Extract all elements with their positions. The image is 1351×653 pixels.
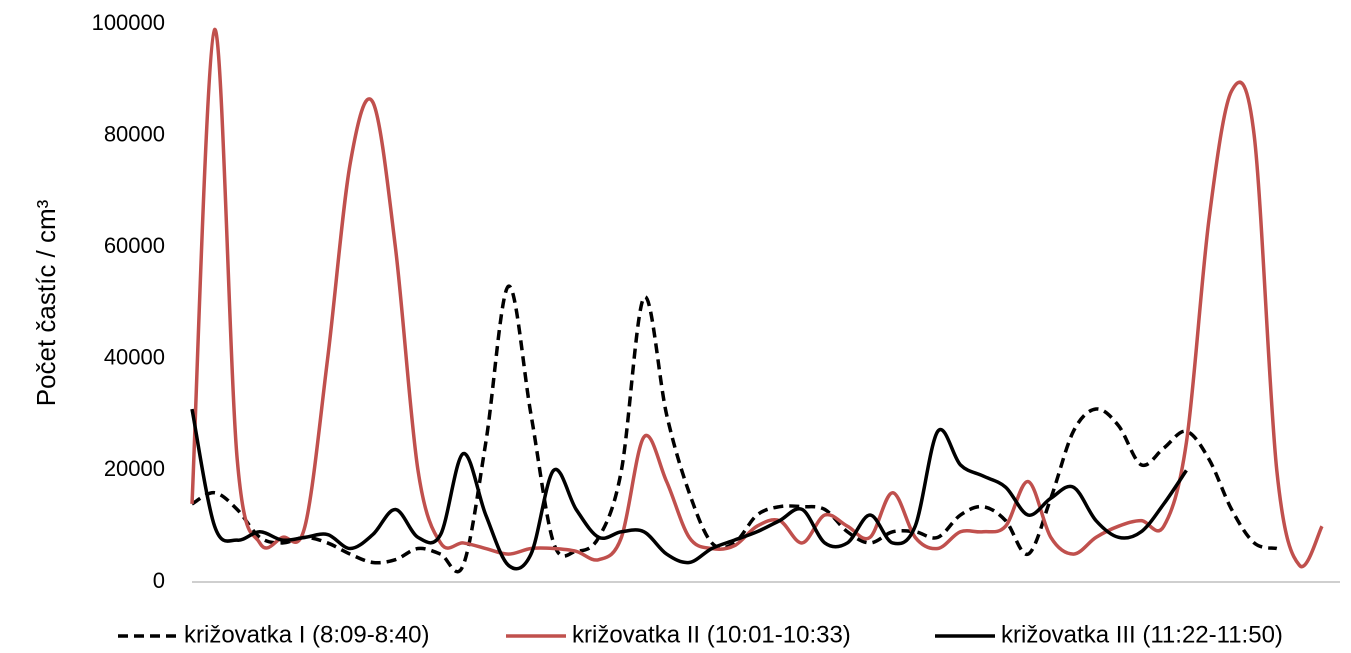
- legend-label: križovatka III (11:22-11:50): [1001, 621, 1283, 648]
- series-line: [191, 284, 1278, 574]
- legend-label: križovatka II (10:01-10:33): [572, 621, 851, 648]
- series-line: [190, 27, 1324, 569]
- series-line: [190, 408, 1188, 571]
- y-tick-label: 0: [153, 568, 165, 593]
- y-tick-label: 20000: [104, 456, 165, 481]
- legend-label: križovatka I (8:09-8:40): [184, 621, 429, 648]
- y-tick-label: 100000: [92, 10, 165, 35]
- y-tick-label: 60000: [104, 233, 165, 258]
- y-tick-label: 80000: [104, 121, 165, 146]
- y-axis-title: Počet častíc / cm³: [31, 199, 61, 406]
- y-tick-label: 40000: [104, 345, 165, 370]
